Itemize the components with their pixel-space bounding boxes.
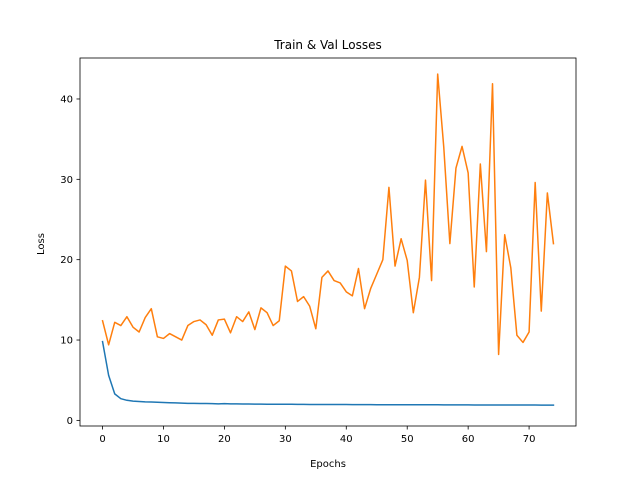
x-tick-label-70: 70	[523, 434, 536, 445]
plot-frame	[79, 57, 577, 427]
y-axis-label: Loss	[36, 233, 47, 255]
plot-area: 0 10 20 30 40 50 60 70 0 10 20 30 40	[60, 57, 577, 445]
x-tick-label-20: 20	[218, 434, 231, 445]
series-line-train	[101, 340, 555, 406]
y-tick-label-40: 40	[60, 94, 73, 105]
y-tick-label-10: 10	[60, 336, 73, 347]
x-tick-label-50: 50	[401, 434, 414, 445]
y-tick-label-30: 30	[60, 175, 73, 186]
y-tick-label-0: 0	[67, 416, 73, 427]
x-tick-label-60: 60	[462, 434, 475, 445]
chart-title: Train & Val Losses	[273, 38, 382, 52]
x-tick-label-10: 10	[157, 434, 170, 445]
series-line-val	[101, 73, 555, 356]
x-tick-label-30: 30	[279, 434, 292, 445]
x-tick-label-0: 0	[99, 434, 105, 445]
y-tick-label-20: 20	[60, 255, 73, 266]
x-tick-label-40: 40	[340, 434, 353, 445]
x-axis-label: Epochs	[310, 459, 346, 470]
